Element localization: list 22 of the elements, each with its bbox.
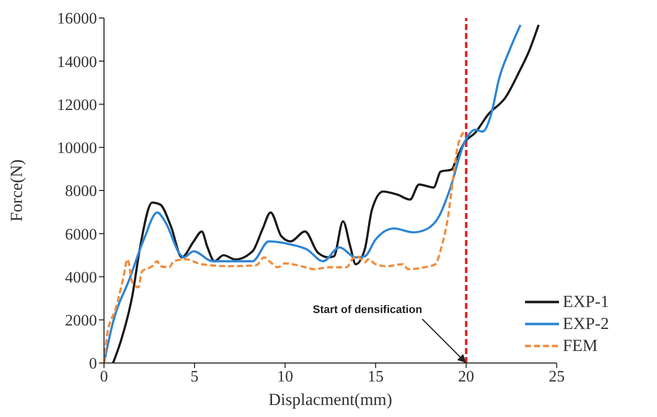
x-tick-label: 0: [100, 368, 108, 386]
y-tick-label: 16000: [57, 10, 97, 28]
y-tick-label: 4000: [65, 269, 97, 286]
legend-label: EXP-2: [562, 313, 609, 335]
annotation: Start of densification: [312, 304, 422, 316]
y-tick-label: 6000: [65, 226, 97, 244]
y-tick-label: 12000: [57, 96, 97, 114]
y-tick-label: 0: [89, 356, 97, 373]
y-tick-label: 10000: [57, 140, 97, 158]
x-axis-title: Displacment(mm): [268, 390, 392, 409]
legend-label: FEM: [562, 335, 598, 357]
x-tick-label: 10: [277, 368, 294, 386]
y-axis-title: Force(N): [7, 159, 26, 222]
x-tick-label: 15: [368, 368, 384, 386]
line-series: [104, 131, 465, 363]
x-tick-label: 20: [458, 368, 474, 386]
y-tick-label: 2000: [65, 312, 97, 330]
y-tick-label: 8000: [65, 183, 97, 200]
x-tick-label: 5: [190, 368, 199, 386]
x-tick-label: 25: [548, 368, 565, 386]
legend-label: EXP-1: [562, 291, 609, 313]
y-tick-label: 14000: [57, 54, 97, 71]
